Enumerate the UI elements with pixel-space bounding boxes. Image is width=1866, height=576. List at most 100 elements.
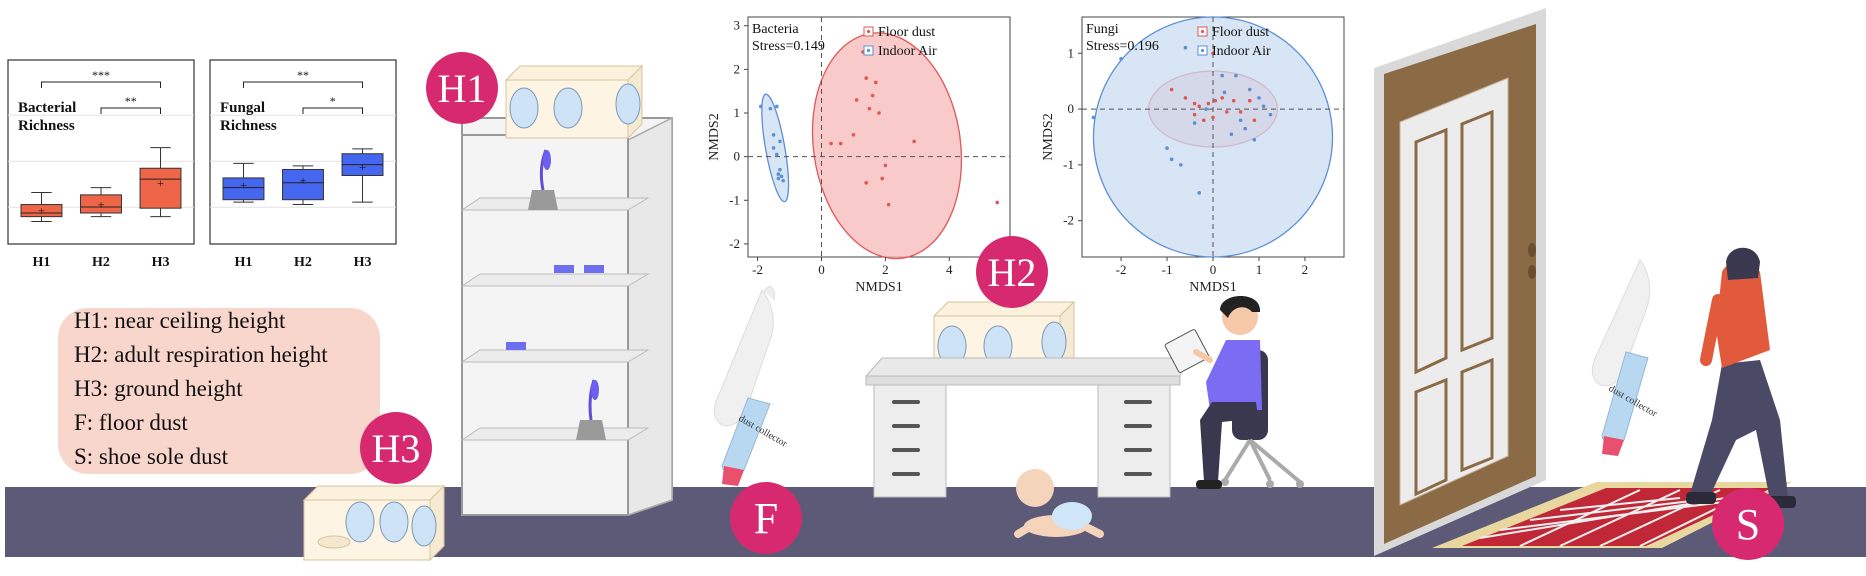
scatter-point xyxy=(1169,87,1174,92)
y-tick-label: 3 xyxy=(734,18,741,33)
x-axis-label: NMDS1 xyxy=(1189,280,1236,295)
scatter-point xyxy=(829,141,833,146)
box xyxy=(222,177,265,201)
fungi-nmds: -2 -1 0 1 2 -2 -1 0 1 NMDS1 NMDS2 Fungi Stress=0.196… xyxy=(1041,16,1345,295)
scatter-point xyxy=(1220,73,1224,78)
legend-item-h1: H1: near ceiling height xyxy=(74,308,286,333)
scatter-point xyxy=(771,146,776,150)
legend-item-h2: H2: adult respiration height xyxy=(74,342,328,367)
scatter-point xyxy=(854,98,859,102)
legend-label: Floor dust xyxy=(1212,25,1269,40)
bubble-h2: H2 xyxy=(976,236,1048,308)
vacuum-f: dust collector xyxy=(713,286,789,486)
scatter-point xyxy=(1243,126,1247,131)
scatter-point xyxy=(883,163,888,168)
y-tick-label: 0 xyxy=(734,149,741,164)
x-tick-label: -2 xyxy=(752,262,763,277)
significance-label: *** xyxy=(92,68,110,82)
stress-label: Stress=0.149 xyxy=(752,39,825,54)
legend-marker xyxy=(1200,29,1205,34)
y-tick-label: -2 xyxy=(1063,213,1074,228)
bubble-f: F xyxy=(730,482,802,554)
scatter-point xyxy=(886,202,891,207)
x-tick-label: H3 xyxy=(152,255,170,270)
chart-title-line: Bacterial xyxy=(18,100,76,116)
mean-marker: + xyxy=(240,178,247,192)
scatter-point xyxy=(1252,118,1257,123)
scatter-point xyxy=(1213,98,1218,103)
x-tick-label: H2 xyxy=(294,255,312,270)
scatter-point xyxy=(771,133,776,137)
y-tick-label: -2 xyxy=(729,236,740,251)
bottom-border xyxy=(0,566,1866,576)
scatter-point xyxy=(774,152,779,157)
blue-block xyxy=(584,265,604,273)
scatter-point xyxy=(1211,115,1215,120)
x-tick-label: H3 xyxy=(354,255,372,270)
significance-label: ** xyxy=(297,68,309,82)
scatter-point xyxy=(1179,163,1183,167)
legend-label: Indoor Air xyxy=(1212,44,1271,59)
blue-block xyxy=(554,265,574,273)
scatter-point xyxy=(1197,104,1202,109)
legend-marker xyxy=(1200,48,1205,53)
y-tick-label: 0 xyxy=(1068,101,1075,116)
legend-item-s: S: shoe sole dust xyxy=(74,444,228,469)
scatter-point xyxy=(1231,98,1236,103)
mean-marker: + xyxy=(98,198,105,212)
x-axis-label: NMDS1 xyxy=(855,280,902,295)
scatter-point xyxy=(1234,73,1238,78)
chart-title: Fungi xyxy=(1086,22,1119,37)
legend-label: Indoor Air xyxy=(878,44,937,59)
x-tick-label: H1 xyxy=(33,255,51,270)
y-tick-label: 1 xyxy=(1068,45,1075,60)
scatter-point xyxy=(851,133,856,137)
significance-label: * xyxy=(330,94,336,108)
significance-bracket xyxy=(100,107,162,114)
x-tick-label: 2 xyxy=(1302,262,1309,277)
scatter-point xyxy=(995,200,1000,205)
blue-block xyxy=(506,342,526,350)
legend-item-h3: H3: ground height xyxy=(74,376,243,401)
scatter-point xyxy=(1211,51,1215,56)
scatter-point xyxy=(870,93,875,98)
scatter-point xyxy=(838,141,843,146)
charts: BacterialRichness*****+H1+H2+H3FungalRic… xyxy=(7,16,1345,295)
scatter-point xyxy=(1222,90,1227,95)
chart-title-line: Richness xyxy=(18,118,75,134)
chart-title-line: Fungal xyxy=(220,100,265,116)
box xyxy=(139,167,182,209)
scatter-point xyxy=(864,181,869,185)
scatter-point xyxy=(1252,137,1257,142)
scatter-point xyxy=(778,139,782,144)
scatter-point xyxy=(877,111,881,115)
scatter-point xyxy=(1238,110,1243,114)
scatter-point xyxy=(758,104,763,109)
scatter-point xyxy=(1261,104,1266,109)
bubble-s: S xyxy=(1712,488,1784,560)
legend-item-f: F: floor dust xyxy=(74,410,188,435)
scatter-point xyxy=(1224,110,1229,114)
scatter-point xyxy=(867,106,872,111)
box xyxy=(80,194,122,214)
x-tick-label: -2 xyxy=(1116,262,1127,277)
legend-marker xyxy=(866,29,871,34)
plant-vase-bottom xyxy=(576,379,606,440)
sampler-h1 xyxy=(504,64,644,140)
x-tick-label: 4 xyxy=(946,262,953,277)
scatter-point xyxy=(1091,115,1096,120)
abbreviation-legend xyxy=(58,308,380,474)
scatter-point xyxy=(1220,96,1224,100)
crawling-baby xyxy=(1014,469,1104,538)
y-tick-label: 2 xyxy=(734,61,741,76)
walking-person xyxy=(1686,247,1796,508)
scatter-point xyxy=(874,80,878,85)
significance-bracket xyxy=(302,107,364,114)
scatter-point xyxy=(778,167,782,172)
box xyxy=(282,168,324,201)
scatter-point xyxy=(1202,118,1206,123)
mean-marker: + xyxy=(157,176,164,190)
scatter-point xyxy=(1204,107,1208,111)
scatter-point xyxy=(776,176,781,181)
